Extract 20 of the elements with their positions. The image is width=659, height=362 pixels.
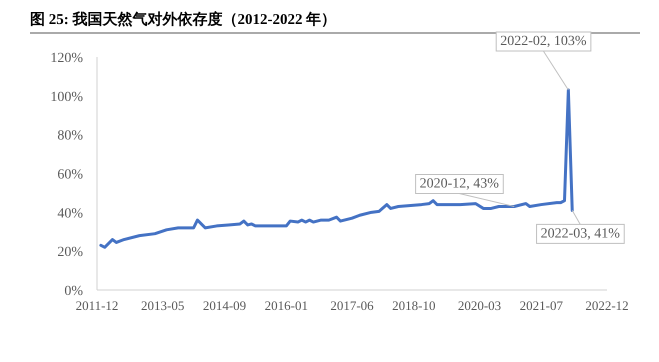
chart-title: 图 25: 我国天然气对外依存度（2012-2022 年） [30, 10, 336, 28]
x-tick-label: 2018-10 [392, 298, 436, 313]
x-tick-label: 2020-03 [458, 298, 502, 313]
x-tick-label: 2013-05 [141, 298, 184, 313]
x-tick-label: 2021-07 [520, 298, 564, 313]
y-tick-label: 20% [57, 245, 84, 260]
y-tick-label: 120% [50, 51, 84, 66]
x-tick-label: 2011-12 [76, 298, 118, 313]
x-tick-label: 2014-09 [202, 298, 246, 313]
x-tick-label: 2016-01 [264, 298, 308, 313]
annotation: 2022-02, 103% [500, 34, 587, 50]
x-tick-label: 2022-12 [585, 298, 629, 313]
y-tick-label: 40% [57, 206, 84, 222]
x-tick-label: 2017-06 [330, 298, 374, 313]
y-tick-label: 100% [50, 90, 84, 105]
annotation: 2022-03, 41% [540, 226, 620, 242]
y-tick-label: 0% [64, 284, 84, 299]
y-tick-label: 60% [57, 168, 84, 182]
y-tick-label: 80% [57, 128, 84, 144]
annotation: 2020-12, 43% [420, 176, 500, 192]
